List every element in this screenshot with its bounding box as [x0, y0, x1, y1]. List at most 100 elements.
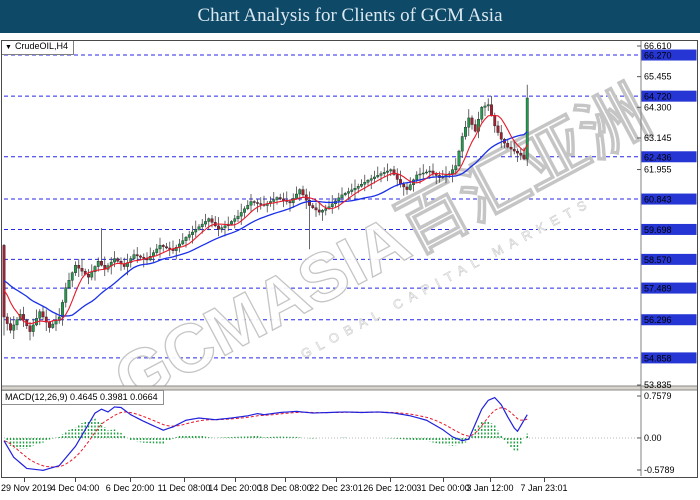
candle-body-bull: [129, 258, 133, 263]
candle-body-bear: [278, 197, 282, 200]
candle-body-bear: [87, 273, 90, 278]
candle-body-bear: [314, 207, 318, 211]
candle-body-bull: [194, 229, 198, 233]
candle-body-bull: [191, 231, 194, 235]
candle-body-bull: [389, 169, 393, 172]
candle-body-bull: [425, 171, 428, 174]
time-tick: [184, 478, 185, 482]
macd-indicator-label: MACD(12,26,9) 0.4645 0.3981 0.0664: [2, 390, 164, 405]
page-title: Chart Analysis for Clients of GCM Asia: [197, 5, 503, 26]
price-level-badge-label: 60.843: [644, 195, 672, 205]
candle-body-bear: [509, 146, 513, 150]
macd-tick-label: 0.7579: [644, 391, 672, 401]
candle-body-bull: [483, 105, 487, 108]
candle-body-bear: [165, 246, 168, 249]
candle-body-bear: [22, 314, 25, 321]
candle-body-bull: [230, 221, 233, 225]
candle-body-bull: [347, 191, 350, 194]
time-axis-label: 7 Jan 23:01: [520, 483, 568, 493]
time-tick: [75, 478, 76, 482]
candle-body-bear: [506, 142, 510, 148]
candle-body-bull: [272, 199, 276, 202]
price-level-badge-label: 66.270: [644, 51, 672, 61]
candlestick-layer: [2, 84, 529, 341]
candle-body-bear: [252, 201, 256, 203]
candle-body-bear: [405, 186, 409, 190]
price-level-badge: [641, 253, 697, 265]
candle-body-bull: [31, 324, 35, 332]
time-axis-label: 29 Nov 2019: [1, 483, 53, 493]
candle-body-bull: [373, 176, 376, 179]
candle-body-bull: [239, 212, 243, 217]
candle-body-bull: [38, 311, 42, 319]
candle-body-bull: [337, 197, 341, 202]
price-level-badge-label: 57.489: [644, 284, 672, 294]
candle-body-bear: [317, 209, 321, 213]
candle-body-bull: [480, 107, 484, 120]
candle-body-bear: [519, 152, 523, 156]
candle-body-bull: [12, 324, 16, 331]
price-level-badge-label: 58.570: [644, 255, 672, 265]
title-bar: Chart Analysis for Clients of GCM Asia: [0, 0, 700, 33]
candle-body-bull: [64, 287, 68, 303]
pane-separator[interactable]: [2, 386, 697, 390]
candle-body-bear: [402, 184, 406, 188]
macd-signal-line: [3, 407, 528, 468]
candle-body-bull: [379, 173, 383, 176]
candle-body-bear: [217, 225, 220, 230]
collapse-chart-icon[interactable]: ▼: [5, 44, 12, 51]
candle-body-bear: [392, 169, 396, 175]
symbol-label-box: ▼ CrudeOIL,H4: [2, 41, 74, 55]
candle-body-bull: [74, 265, 77, 273]
price-tick-label: 65.455: [644, 72, 672, 82]
candle-body-bull: [187, 234, 191, 238]
candle-body-bear: [28, 325, 32, 332]
time-axis-label: 18 Dec 08:00: [258, 483, 312, 493]
price-level-badge: [641, 352, 697, 364]
candle-body-bull: [386, 170, 389, 173]
candle-body-bull: [200, 223, 204, 227]
candle-body-bull: [223, 225, 227, 228]
candle-body-bear: [512, 148, 516, 152]
candle-body-bull: [233, 218, 237, 222]
candle-body-bear: [41, 311, 45, 318]
candle-body-bull: [96, 261, 100, 267]
candle-body-bull: [204, 221, 207, 225]
time-tick: [490, 478, 491, 482]
candle-body-bull: [158, 245, 162, 250]
chart-canvas[interactable]: 66.270 64.720 62.436 60.843 59.698 58.570 57.4…: [2, 41, 697, 477]
candle-body-bull: [298, 189, 302, 195]
candle-body-bull: [207, 218, 211, 222]
time-axis-label: 4 Dec 04:00: [50, 483, 100, 493]
price-level-badge: [641, 49, 697, 61]
time-axis-label: 31 Dec 00:00: [416, 483, 470, 493]
chart-window: 66.270 64.720 62.436 60.843 59.698 58.570 57.4…: [1, 40, 698, 478]
candle-body-bull: [67, 280, 71, 288]
candle-body-bear: [80, 268, 84, 272]
candle-body-bull: [363, 182, 367, 185]
candle-body-bull: [421, 172, 425, 175]
time-axis-label: 22 Dec 23:01: [309, 483, 363, 493]
time-axis-label: 14 Dec 20:00: [208, 483, 262, 493]
time-axis-label: 26 Dec 12:00: [363, 483, 417, 493]
time-tick: [130, 478, 131, 482]
candle-body-bear: [288, 201, 292, 204]
time-tick: [544, 478, 545, 482]
candle-body-bull: [467, 117, 471, 128]
candle-body-bull: [454, 165, 458, 170]
candle-body-bull: [197, 226, 201, 230]
candle-body-bear: [5, 316, 9, 324]
candle-body-bear: [44, 316, 48, 323]
candle-body-bear: [499, 132, 503, 140]
candle-body-bull: [366, 180, 370, 183]
candle-body-bull: [236, 215, 240, 219]
price-tick-label: 61.955: [644, 165, 672, 175]
candle-body-bear: [210, 218, 214, 223]
candle-body-bull: [376, 175, 380, 178]
time-axis-label: 11 Dec 08:00: [157, 483, 211, 493]
candle-body-bull: [460, 136, 464, 152]
candle-body-bull: [477, 119, 480, 132]
candle-body-bull: [340, 194, 344, 199]
candle-body-bear: [395, 174, 399, 180]
candle-body-bull: [249, 201, 253, 206]
